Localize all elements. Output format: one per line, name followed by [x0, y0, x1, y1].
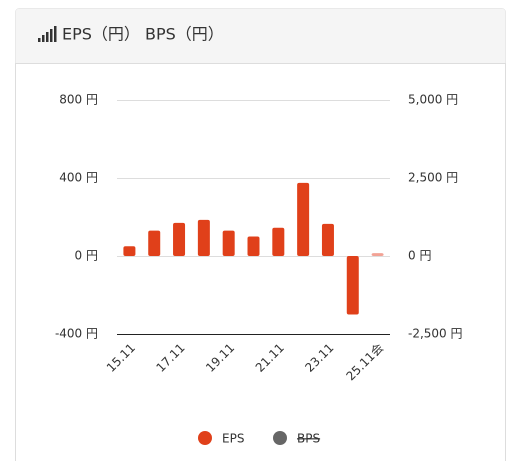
legend-label: EPS [222, 432, 244, 446]
y-tick-label: 400 円 [59, 171, 98, 185]
y2-tick-label: 0 円 [408, 249, 431, 263]
bar [222, 230, 235, 256]
bar [173, 222, 186, 256]
bar [321, 223, 334, 256]
card-header [15, 8, 506, 63]
bar [247, 236, 260, 256]
legend-marker [273, 431, 287, 445]
signal-icon [38, 26, 57, 42]
chart-title: EPS（円） BPS（円） [62, 25, 224, 44]
y2-tick-label: 5,000 円 [408, 93, 458, 107]
card [15, 8, 506, 465]
bar [272, 227, 285, 256]
y2-tick-label: -2,500 円 [408, 327, 463, 341]
y-tick-label: 800 円 [59, 93, 98, 107]
bar [297, 182, 310, 256]
legend-marker [198, 431, 212, 445]
bar [148, 230, 161, 256]
bar [197, 219, 210, 256]
legend-label: BPS [297, 432, 320, 446]
y2-tick-label: 2,500 円 [408, 171, 458, 185]
bar [346, 256, 359, 315]
bar [123, 246, 136, 256]
bar [371, 253, 384, 256]
y-tick-label: 0 円 [75, 249, 98, 263]
y-tick-label: -400 円 [55, 327, 98, 341]
